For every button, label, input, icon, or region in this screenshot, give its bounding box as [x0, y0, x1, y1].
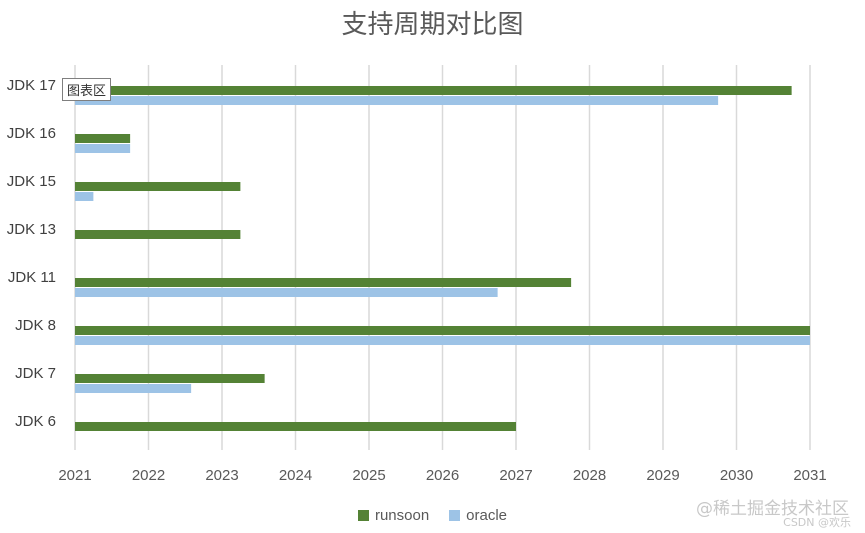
y-tick-label-jdk-6: JDK 6: [15, 413, 56, 430]
x-tick-label-2027: 2027: [499, 467, 532, 484]
x-tick-label-2028: 2028: [573, 467, 606, 484]
bar-runsoon-jdk-7[interactable]: [75, 374, 265, 383]
x-tick-label-2029: 2029: [646, 467, 679, 484]
bar-oracle-jdk-11[interactable]: [75, 288, 498, 297]
y-tick-label-jdk-7: JDK 7: [15, 365, 56, 382]
legend-item-oracle: oracle: [449, 507, 507, 524]
y-tick-label-jdk-15: JDK 15: [7, 173, 56, 190]
bar-runsoon-jdk-11[interactable]: [75, 278, 572, 287]
bars: [75, 86, 810, 431]
x-tick-label-2024: 2024: [279, 467, 312, 484]
bar-oracle-jdk-17[interactable]: [75, 96, 719, 105]
legend-item-runsoon: runsoon: [357, 507, 430, 524]
x-tick-label-2022: 2022: [132, 467, 165, 484]
bar-runsoon-jdk-16[interactable]: [75, 134, 131, 143]
bar-runsoon-jdk-17[interactable]: [75, 86, 792, 95]
x-tick-label-2021: 2021: [58, 467, 91, 484]
y-tick-label-jdk-16: JDK 16: [7, 125, 56, 142]
chart-area-tooltip: 图表区: [62, 78, 112, 101]
legend-label-runsoon: runsoon: [374, 507, 430, 524]
y-tick-label-jdk-8: JDK 8: [15, 317, 56, 334]
watermark-main: @稀土掘金技术社区: [696, 499, 849, 519]
gridlines: [74, 65, 811, 450]
bar-runsoon-jdk-13[interactable]: [75, 230, 241, 239]
y-tick-label-jdk-17: JDK 17: [7, 77, 56, 94]
x-tick-label-2025: 2025: [352, 467, 385, 484]
x-tick-label-2026: 2026: [426, 467, 459, 484]
y-tick-label-jdk-13: JDK 13: [7, 221, 56, 238]
bar-runsoon-jdk-6[interactable]: [75, 422, 516, 431]
bar-oracle-jdk-16[interactable]: [75, 144, 131, 153]
bar-oracle-jdk-8[interactable]: [75, 336, 810, 345]
legend: runsoon oracle: [0, 507, 865, 524]
chart-title: 支持周期对比图: [341, 10, 524, 40]
legend-swatch-runsoon: [357, 510, 369, 521]
watermark-sub: CSDN @欢乐: [783, 516, 851, 529]
bar-runsoon-jdk-8[interactable]: [75, 326, 810, 335]
x-tick-label-2023: 2023: [205, 467, 238, 484]
bar-runsoon-jdk-15[interactable]: [75, 182, 241, 191]
legend-swatch-oracle: [449, 510, 461, 521]
x-tick-label-2030: 2030: [720, 467, 753, 484]
x-axis-labels: 2021 2022 2023 2024 2025 2026 2027 2028 2029 2030…: [58, 467, 826, 484]
x-tick-label-2031: 2031: [793, 467, 826, 484]
y-axis-labels: JDK 17 JDK 16 JDK 15 JDK 13 JDK 11 JDK 8 JDK 7…: [7, 77, 56, 430]
legend-label-oracle: oracle: [466, 507, 508, 524]
bar-oracle-jdk-15[interactable]: [75, 192, 94, 201]
bar-oracle-jdk-7[interactable]: [75, 384, 192, 393]
y-tick-label-jdk-11: JDK 11: [8, 269, 56, 286]
